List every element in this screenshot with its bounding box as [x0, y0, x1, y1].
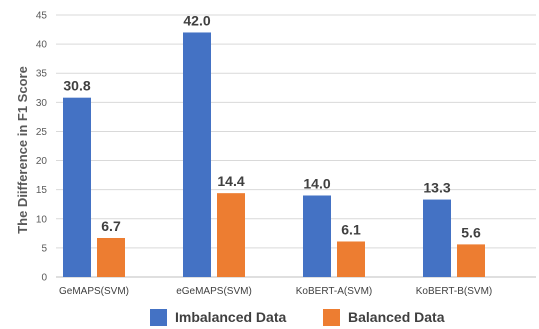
data-label: 5.6 [461, 224, 481, 240]
y-tick-labels: 0 5 10 15 20 25 30 35 40 45 [36, 11, 48, 284]
y-tick-label: 30 [36, 98, 48, 109]
bars [63, 32, 485, 277]
bar-balanced-3 [337, 241, 365, 277]
category-label: KoBERT-B(SVM) [416, 286, 493, 297]
bar-imbalanced-2 [183, 32, 211, 277]
legend-label: Imbalanced Data [175, 309, 286, 325]
bar-balanced-2 [217, 193, 245, 277]
data-label: 14.0 [303, 175, 330, 191]
data-label: 6.7 [101, 218, 121, 234]
y-tick-label: 25 [36, 127, 48, 138]
legend-swatch-balanced [323, 309, 340, 326]
y-tick-label: 45 [36, 11, 48, 22]
data-label: 42.0 [183, 12, 210, 28]
data-labels: 30.8 6.7 42.0 14.4 14.0 6.1 13.3 5.6 [63, 12, 481, 240]
y-tick-label: 35 [36, 69, 48, 80]
data-label: 6.1 [341, 221, 361, 237]
data-label: 13.3 [423, 180, 450, 196]
category-label: KoBERT-A(SVM) [296, 286, 373, 297]
y-tick-label: 40 [36, 40, 48, 51]
bar-balanced-4 [457, 244, 485, 277]
legend: Imbalanced Data Balanced Data [150, 309, 445, 326]
data-label: 30.8 [63, 78, 90, 94]
y-axis-label: The Diifference in F1 Score [15, 66, 30, 234]
bar-imbalanced-4 [423, 199, 451, 277]
y-tick-label: 15 [36, 185, 48, 196]
legend-label: Balanced Data [348, 309, 445, 325]
y-tick-label: 10 [36, 214, 48, 225]
bar-imbalanced-1 [63, 97, 91, 277]
legend-swatch-imbalanced [150, 309, 167, 326]
category-label: eGeMAPS(SVM) [176, 286, 252, 297]
y-tick-label: 20 [36, 156, 48, 167]
category-label: GeMAPS(SVM) [59, 286, 129, 297]
bar-imbalanced-3 [303, 195, 331, 277]
y-tick-label: 0 [41, 273, 47, 284]
category-labels: GeMAPS(SVM) eGeMAPS(SVM) KoBERT-A(SVM) KoBE… [59, 286, 492, 297]
bar-balanced-1 [97, 237, 125, 277]
y-tick-label: 5 [41, 243, 47, 254]
data-label: 14.4 [217, 173, 244, 189]
gridlines [56, 14, 536, 278]
